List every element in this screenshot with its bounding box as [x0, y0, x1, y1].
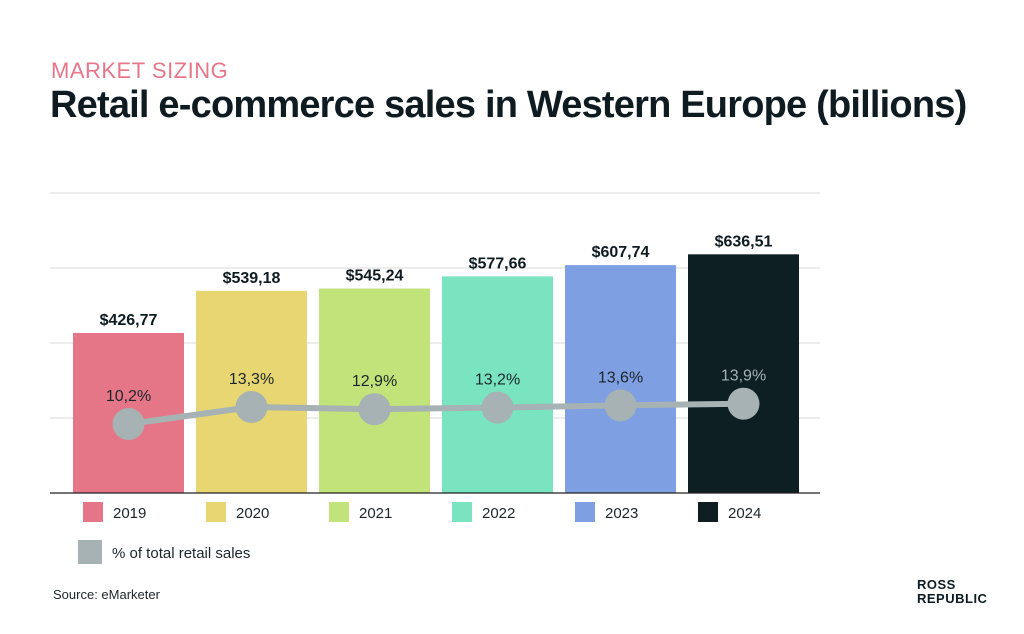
- percent-label: 13,9%: [721, 368, 766, 385]
- percent-point-2024: [727, 387, 760, 420]
- bar-value-label: $426,77: [100, 312, 158, 329]
- percent-point-2019: [112, 408, 145, 440]
- legend-label: 2021: [359, 505, 392, 522]
- legend-swatch-2019: [83, 502, 103, 522]
- percent-label: 13,6%: [598, 369, 643, 386]
- percent-point-2020: [235, 391, 268, 423]
- legend-swatch-2021: [329, 502, 349, 522]
- bar-value-label: $539,18: [223, 270, 281, 287]
- bar-2024: [688, 254, 799, 493]
- legend-label: 2019: [113, 505, 146, 522]
- percent-label: 13,3%: [229, 371, 274, 388]
- logo-line-1: ROSS: [917, 577, 956, 592]
- legend-label: 2023: [605, 505, 638, 522]
- bar-2023: [565, 265, 676, 493]
- logo-line-2: REPUBLIC: [917, 591, 988, 606]
- legend-label: 2024: [728, 505, 761, 522]
- chart-eyebrow: MARKET SIZING: [51, 58, 229, 83]
- percent-point-2022: [481, 391, 514, 424]
- percent-label: 13,2%: [475, 372, 520, 389]
- bar-2021: [319, 288, 430, 493]
- legend-swatch-percent: [78, 540, 102, 564]
- percent-label: 10,2%: [106, 388, 151, 405]
- bar-value-label: $577,66: [469, 255, 527, 272]
- source-note: Source: eMarketer: [53, 587, 160, 602]
- legend-swatch-2023: [575, 502, 595, 522]
- percent-point-2021: [358, 393, 391, 426]
- legend-label: % of total retail sales: [112, 545, 250, 562]
- bar-2022: [442, 276, 553, 493]
- percent-point-2023: [604, 389, 637, 422]
- bar-value-label: $545,24: [346, 268, 404, 285]
- legend-label: 2022: [482, 505, 515, 522]
- bar-value-label: $607,74: [592, 244, 650, 261]
- legend-swatch-2020: [206, 502, 226, 522]
- percent-line: [128, 400, 744, 427]
- legend-label: 2020: [236, 505, 269, 522]
- legend-swatch-2022: [452, 502, 472, 522]
- percent-label: 12,9%: [352, 373, 397, 390]
- bar-value-label: $636,51: [715, 233, 773, 250]
- legend-swatch-2024: [698, 502, 718, 522]
- brand-logo: ROSS REPUBLIC: [917, 578, 987, 606]
- chart-title: Retail e-commerce sales in Western Europ…: [50, 84, 967, 126]
